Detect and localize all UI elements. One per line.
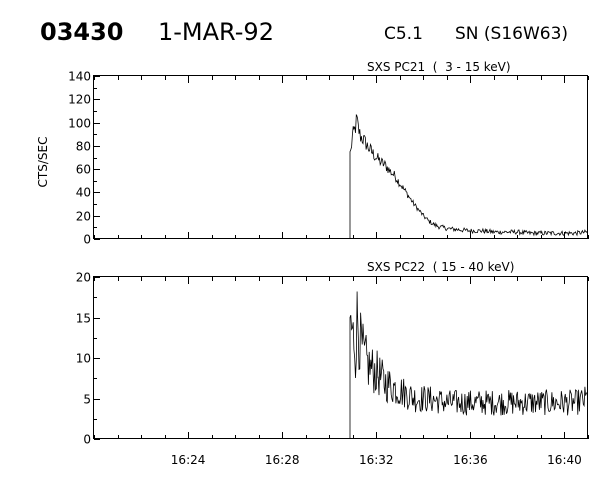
y-tick-label: 0: [83, 233, 91, 247]
y-tick-label: 120: [68, 93, 91, 107]
x-tick-label: 16:24: [171, 453, 206, 467]
flare-location: SN (S16W63): [455, 24, 568, 44]
panel-pc22-title: SXS PC22 ( 15 - 40 keV): [367, 260, 514, 274]
x-tick-label: 16:36: [453, 453, 488, 467]
y-tick-label: 10: [76, 352, 91, 366]
x-tick-label: 16:32: [359, 453, 394, 467]
pc22-count-rate-series: [349, 291, 588, 439]
panel-pc21-title: SXS PC21 ( 3 - 15 keV): [367, 60, 511, 74]
y-tick-label: 5: [83, 393, 91, 407]
y-tick-label: 80: [76, 140, 91, 154]
flare-class: C5.1: [384, 24, 423, 44]
y-axis-label: CTS/SEC: [36, 137, 50, 188]
x-tick-label: 16:28: [265, 453, 300, 467]
event-date: 1-MAR-92: [158, 18, 274, 46]
event-id: 03430: [40, 18, 124, 46]
panel-pc22: SXS PC22 ( 15 - 40 keV) 0 5 10 15 20 16:24 16…: [76, 260, 589, 467]
y-tick-label: 15: [76, 312, 91, 326]
y-tick-label: 60: [76, 163, 91, 177]
panel-pc21: SXS PC21 ( 3 - 15 keV) CTS/SEC 0 20 40 60 80…: [36, 60, 589, 247]
pc21-count-rate-series: [349, 113, 588, 239]
panel-pc22-frame: [93, 276, 588, 439]
y-tick-label: 20: [76, 210, 91, 224]
y-tick-label: 100: [68, 117, 91, 131]
y-tick-label: 0: [83, 433, 91, 447]
y-tick-label: 40: [76, 186, 91, 200]
panel-pc21-frame: [93, 75, 588, 239]
y-tick-label: 20: [76, 271, 91, 285]
x-tick-label: 16:40: [547, 453, 582, 467]
y-tick-label: 140: [68, 70, 91, 84]
